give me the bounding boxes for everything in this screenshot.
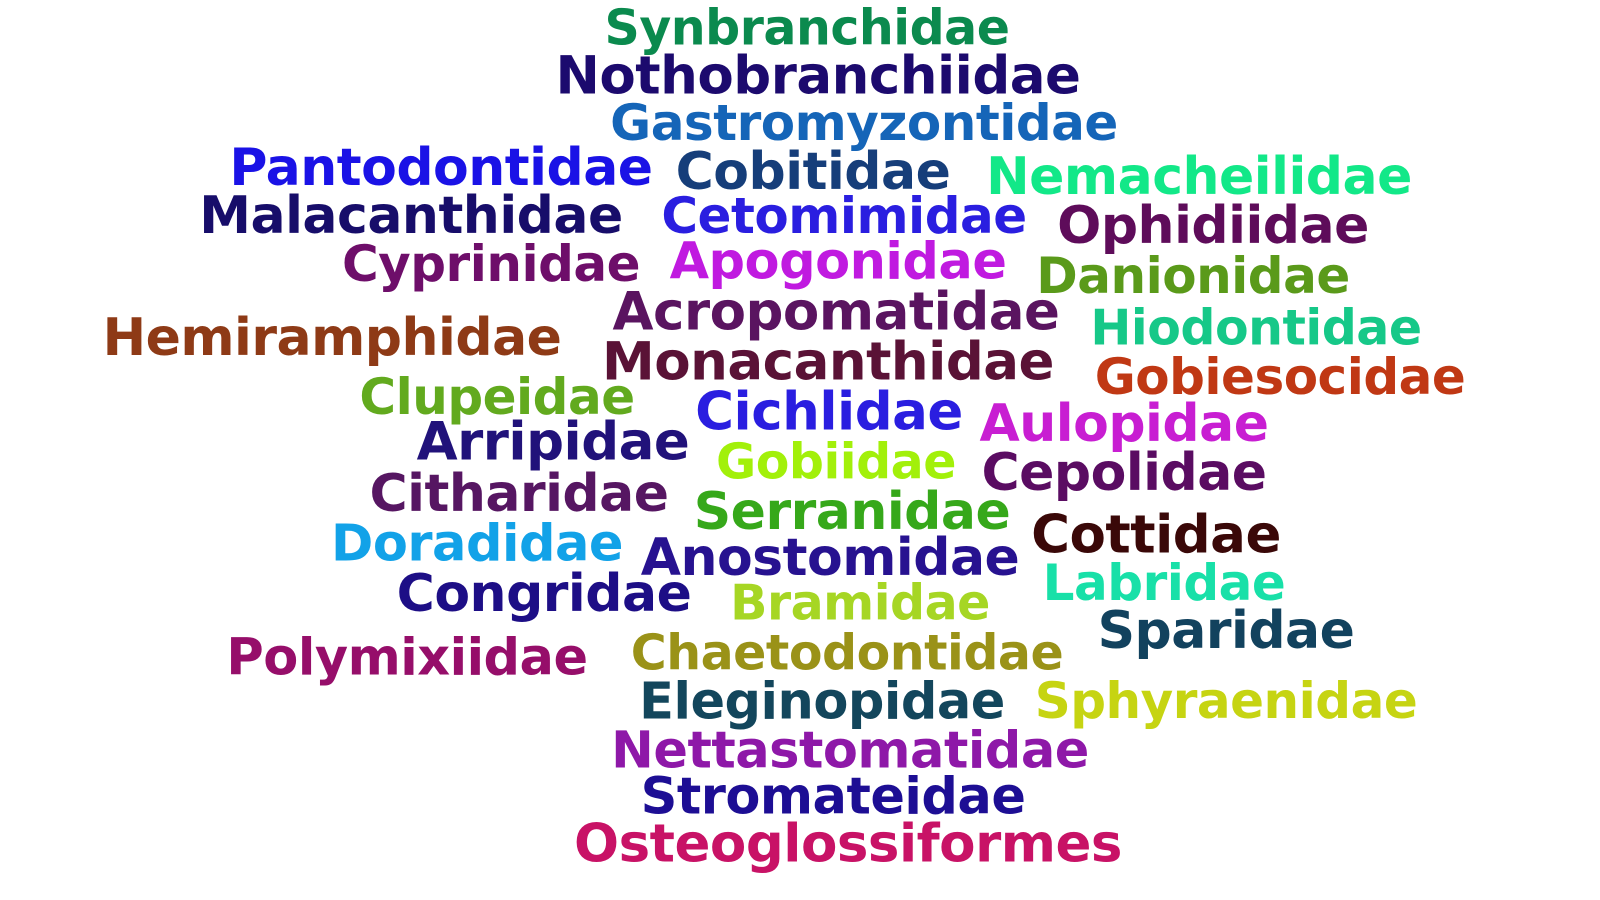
word-synbranchidae: Synbranchidae — [604, 0, 1010, 57]
word-arripidae: Arripidae — [416, 411, 690, 473]
word-hiodontidae: Hiodontidae — [1090, 299, 1422, 357]
word-gobiesocidae: Gobiesocidae — [1094, 348, 1466, 406]
word-cepolidae: Cepolidae — [981, 443, 1267, 503]
word-apogonidae: Apogonidae — [669, 232, 1007, 292]
word-doradidae: Doradidae — [331, 514, 623, 574]
word-cottidae: Cottidae — [1031, 504, 1281, 566]
word-cobitidae: Cobitidae — [675, 142, 951, 202]
word-citharidae: Citharidae — [369, 464, 669, 524]
word-malacanthidae: Malacanthidae — [199, 186, 623, 246]
word-chaetodontidae: Chaetodontidae — [630, 624, 1064, 682]
word-aulopidae: Aulopidae — [979, 394, 1269, 454]
word-sparidae: Sparidae — [1097, 601, 1355, 661]
word-acropomatidae: Acropomatidae — [612, 281, 1060, 343]
word-clupeidae: Clupeidae — [359, 368, 635, 426]
word-labridae: Labridae — [1042, 554, 1286, 612]
word-gobiidae: Gobiidae — [716, 433, 956, 491]
word-osteoglossiformes: Osteoglossiformes — [574, 813, 1122, 875]
word-ophidiidae: Ophidiidae — [1057, 196, 1369, 256]
word-nemacheilidae: Nemacheilidae — [986, 147, 1412, 207]
word-pantodontidae: Pantodontidae — [229, 138, 653, 198]
word-cichlidae: Cichlidae — [695, 381, 963, 443]
word-monacanthidae: Monacanthidae — [602, 331, 1054, 393]
word-nettastomatidae: Nettastomatidae — [611, 721, 1089, 781]
word-cetomimidae: Cetomimidae — [661, 187, 1027, 245]
word-serranidae: Serranidae — [693, 482, 1011, 542]
word-eleginopidae: Eleginopidae — [639, 672, 1005, 732]
word-stromateidae: Stromateidae — [640, 767, 1026, 827]
word-sphyraenidae: Sphyraenidae — [1034, 672, 1418, 730]
word-nothobranchiidae: Nothobranchiidae — [555, 45, 1081, 107]
word-polymixiidae: Polymixiidae — [226, 628, 588, 688]
word-hemiramphidae: Hemiramphidae — [102, 308, 562, 368]
word-danionidae: Danionidae — [1036, 247, 1350, 305]
word-bramidae: Bramidae — [730, 574, 990, 632]
word-congridae: Congridae — [396, 564, 692, 624]
word-gastromyzontidae: Gastromyzontidae — [610, 94, 1118, 152]
word-anostomidae: Anostomidae — [640, 528, 1020, 588]
word-cyprinidae: Cyprinidae — [341, 235, 641, 293]
